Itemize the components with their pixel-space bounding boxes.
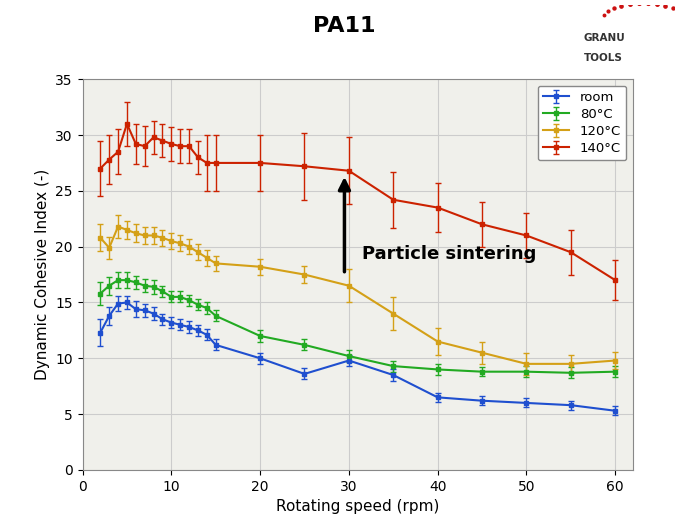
Legend: room, 80°C, 120°C, 140°C: room, 80°C, 120°C, 140°C: [537, 86, 626, 160]
X-axis label: Rotating speed (rpm): Rotating speed (rpm): [276, 499, 440, 514]
Text: TOOLS: TOOLS: [584, 53, 623, 63]
Text: GRANU: GRANU: [584, 33, 625, 43]
Y-axis label: Dynamic Cohesive Index (-): Dynamic Cohesive Index (-): [34, 169, 50, 380]
Text: PA11: PA11: [313, 16, 375, 36]
Text: Particle sintering: Particle sintering: [362, 246, 537, 263]
